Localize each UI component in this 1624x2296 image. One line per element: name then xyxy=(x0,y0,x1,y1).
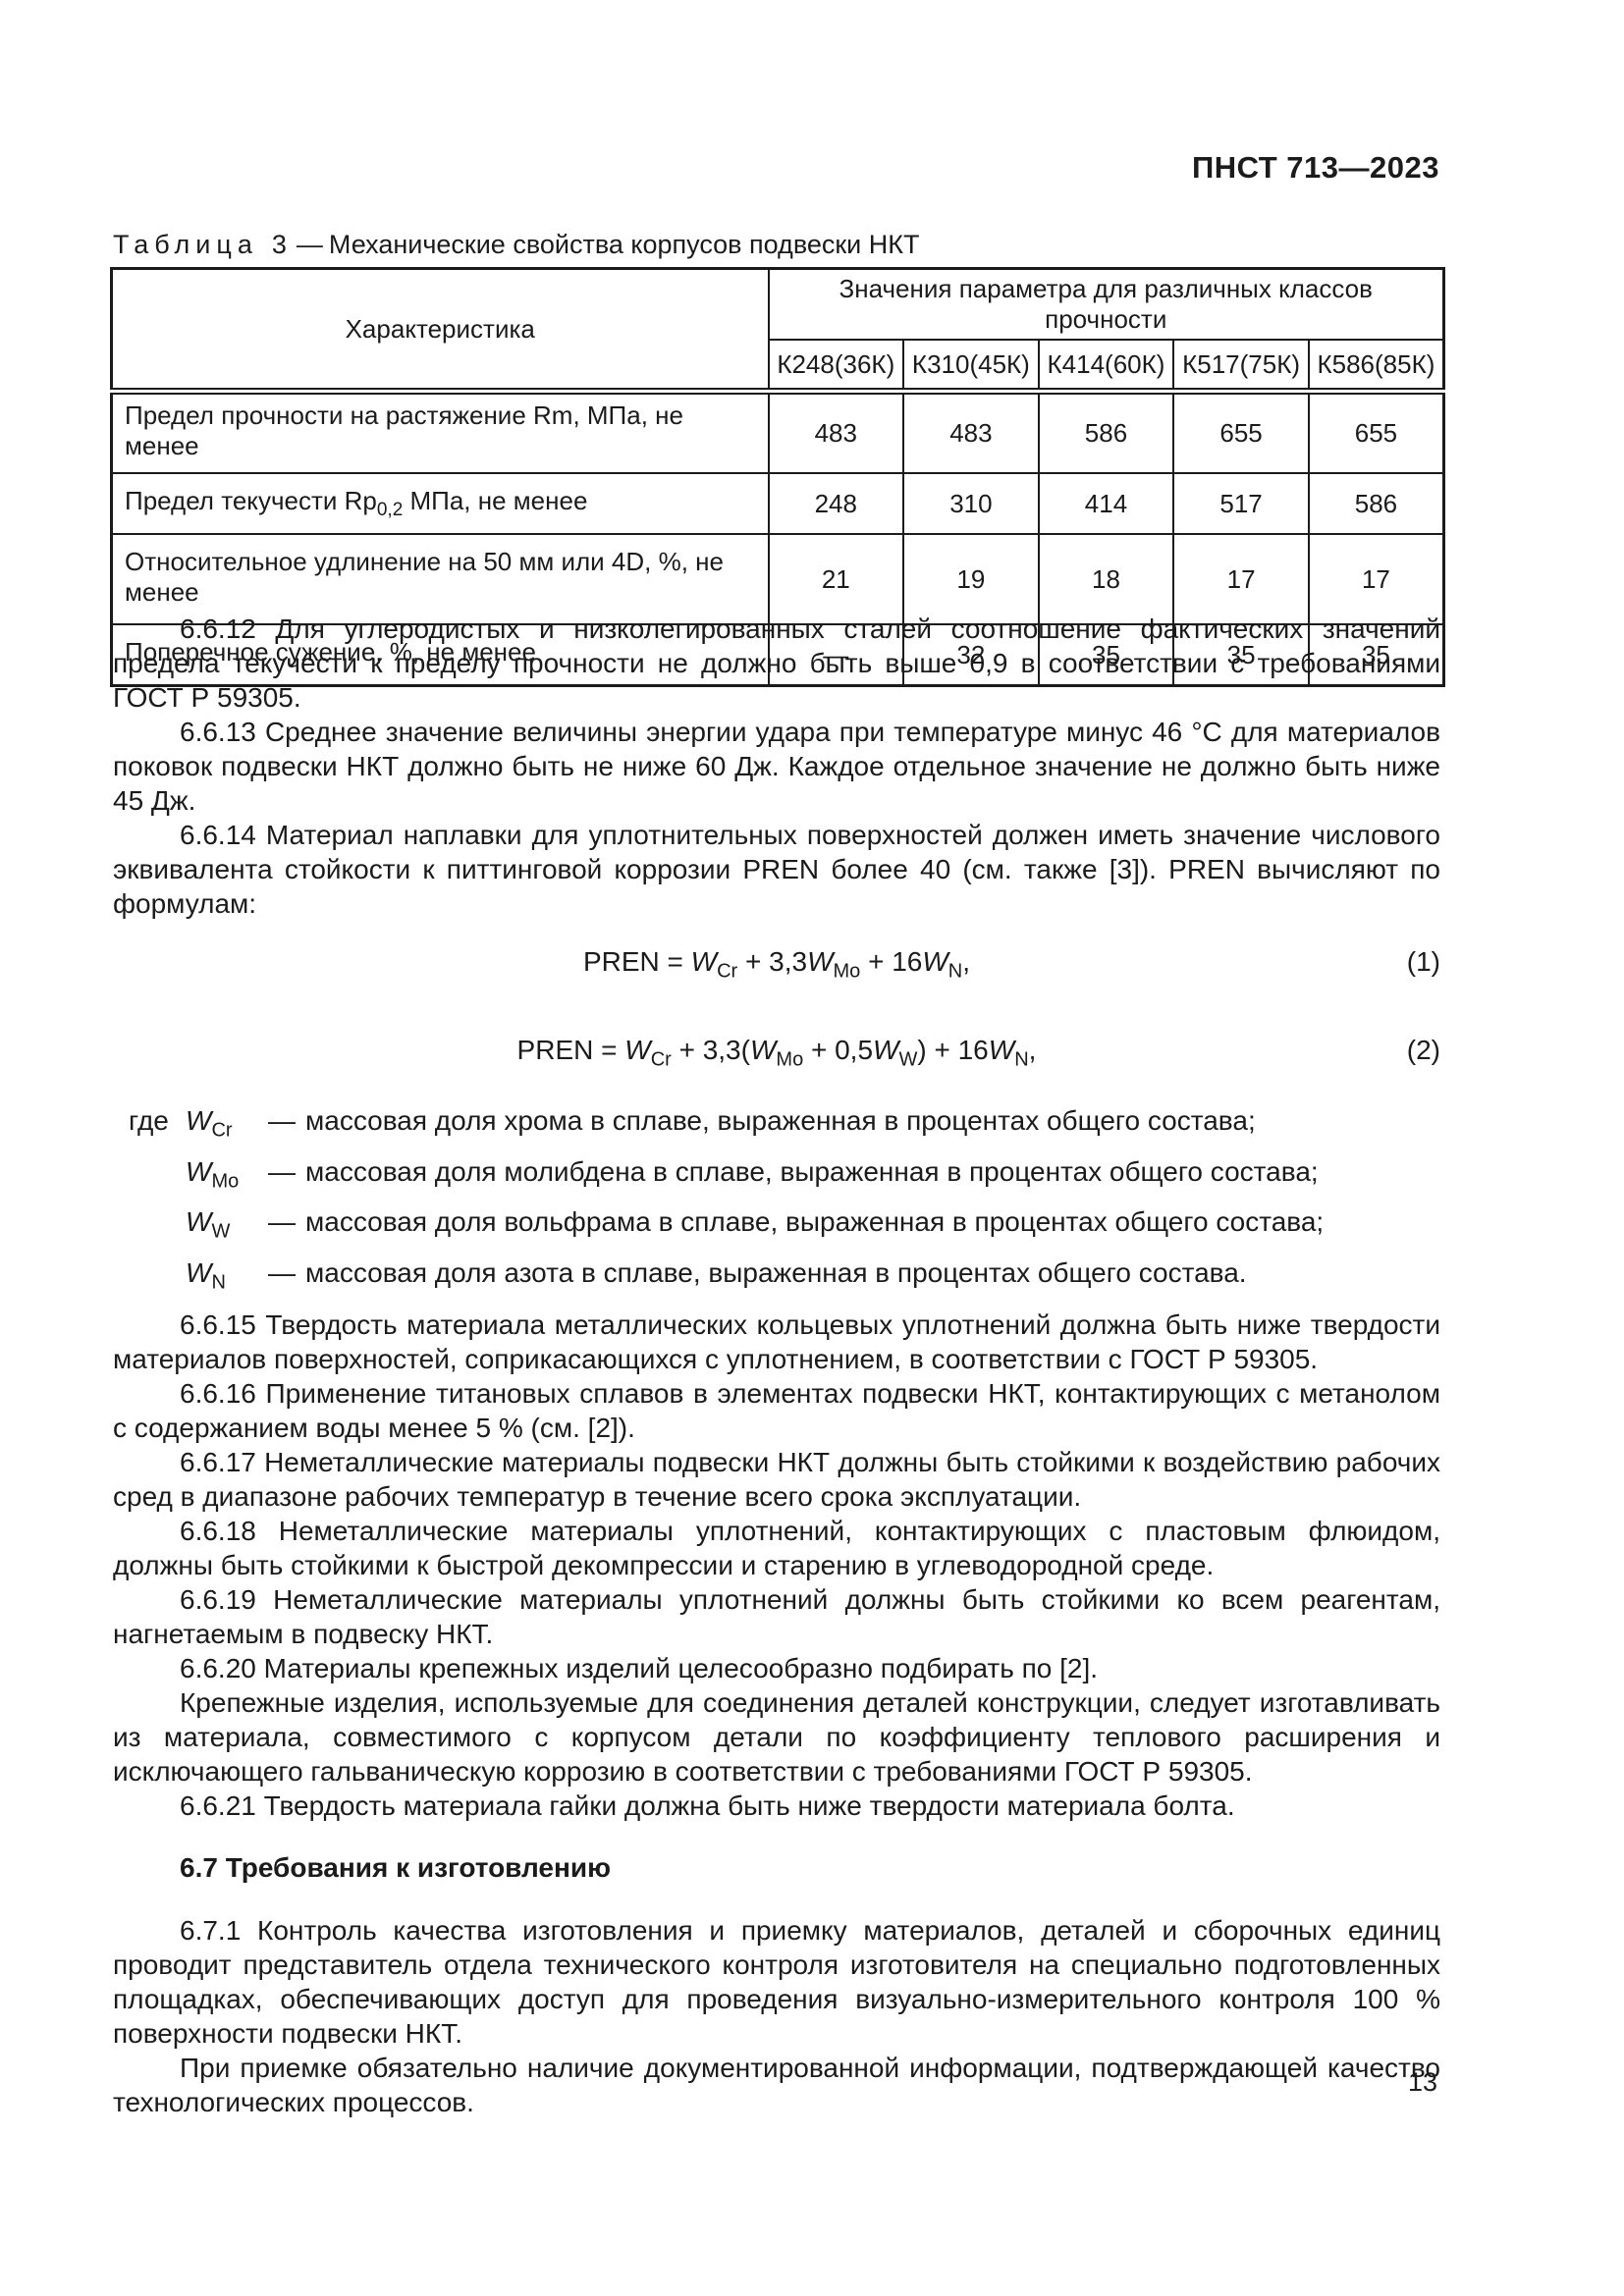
where-lead: где xyxy=(129,1105,169,1137)
body-text: 6.6.12 Для углеродистых и низколегирован… xyxy=(113,612,1440,2119)
table-cell-value: 18 xyxy=(1037,533,1175,626)
paragraph-6-6-21: 6.6.21 Твердость материала гайки должна … xyxy=(180,1789,1235,1821)
table-caption: Таблица 3 — Механические свойства корпусов … xyxy=(113,230,920,260)
table-row: Предел прочности на растяжение Rm, МПа, … xyxy=(110,388,1445,475)
table-cell-value: 586 xyxy=(1037,388,1175,475)
table-cell-value: 655 xyxy=(1172,388,1310,475)
table-row: Предел текучести Rp0,2 МПа, не менее 248… xyxy=(110,472,1445,536)
symbol-definitions-list: где WCr — массовая доля хрома в сплаве, … xyxy=(113,1100,1440,1303)
page-number: 13 xyxy=(1407,2067,1437,2097)
table-cell-value: 517 xyxy=(1172,472,1310,536)
row-label: Поперечное сужение, %, не менее xyxy=(110,623,770,687)
table-cell-value: — xyxy=(767,623,905,687)
table-row: Относительное удлинение на 50 мм или 4D,… xyxy=(110,533,1445,626)
table-cell-value: 586 xyxy=(1307,472,1445,536)
paragraph-6-7-1: 6.7.1 Контроль качества изготовления и п… xyxy=(113,1914,1440,2049)
table-cell-value: 21 xyxy=(767,533,905,626)
paragraph-6-6-14: 6.6.14 Материал наплавки для уплотнитель… xyxy=(113,820,1440,919)
table-cell-value: 310 xyxy=(902,472,1040,536)
column-header-class: К248(36К) xyxy=(767,339,905,393)
dash: — xyxy=(268,1256,296,1288)
row-label: Предел текучести Rp0,2 МПа, не менее xyxy=(110,472,770,536)
definition-text: массовая доля вольфрама в сплаве, выраже… xyxy=(305,1206,1325,1238)
definition-item: где WCr — массовая доля хрома в сплаве, … xyxy=(113,1100,1440,1151)
table-caption-title: Механические свойства корпусов подвески … xyxy=(328,230,920,259)
table-cell-value: 17 xyxy=(1307,533,1445,626)
formula-number: (1) xyxy=(1406,946,1440,977)
column-header-group: Значения параметра для различных классов… xyxy=(767,267,1445,341)
table-cell-value: 32 xyxy=(902,623,1040,687)
column-header-class: К586(85К) xyxy=(1307,339,1445,393)
paragraph-6-6-16: 6.6.16 Применение титановых сплавов в эл… xyxy=(113,1377,1440,1443)
formula-2: PREN = WCr + 3,3(WMo + 0,5WW) + 16WN, (2… xyxy=(516,1034,1440,1071)
symbol: WW xyxy=(186,1206,231,1243)
table-row: Поперечное сужение, %, не менее — 32 35 … xyxy=(110,623,1445,687)
table-cell-value: 248 xyxy=(767,472,905,536)
table-header-row-classes: К248(36К) К310(45К) К414(60К) К517(75К) … xyxy=(112,339,1445,393)
paragraph-6-6-19: 6.6.19 Неметаллические материалы уплотне… xyxy=(113,1583,1440,1649)
definition-text: массовая доля хрома в сплаве, выраженная… xyxy=(305,1105,1256,1137)
paragraph-6-6-20-cont: Крепежные изделия, используемые для соед… xyxy=(113,1686,1440,1787)
table-caption-dash: — xyxy=(296,230,323,259)
table-cell-value: 655 xyxy=(1307,388,1445,475)
row-label: Относительное удлинение на 50 мм или 4D,… xyxy=(110,533,770,626)
column-header-class: К310(45К) xyxy=(902,339,1040,393)
paragraph-6-6-17: 6.6.17 Неметаллические материалы подвеск… xyxy=(113,1446,1440,1512)
definition-item: WN — массовая доля азота в сплаве, выраж… xyxy=(113,1253,1440,1304)
mechanical-properties-table: Характеристика Значения параметра для ра… xyxy=(110,267,1445,688)
row-label: Предел прочности на растяжение Rm, МПа, … xyxy=(110,388,770,475)
symbol: WN xyxy=(186,1256,226,1294)
table-cell-value: 483 xyxy=(767,388,905,475)
table-cell-value: 35 xyxy=(1172,623,1310,687)
paragraph-6-6-20: 6.6.20 Материалы крепежных изделий целес… xyxy=(180,1652,1099,1683)
definition-item: WMo — массовая доля молибдена в сплаве, … xyxy=(113,1151,1440,1202)
definition-item: WW — массовая доля вольфрама в сплаве, в… xyxy=(113,1201,1440,1253)
column-header-class: К517(75К) xyxy=(1172,339,1310,393)
paragraph-6-6-12: 6.6.12 Для углеродистых и низколегирован… xyxy=(113,614,1440,713)
table-cell-value: 35 xyxy=(1307,623,1445,687)
symbol: WMo xyxy=(186,1155,240,1193)
definition-text: массовая доля молибдена в сплаве, выраже… xyxy=(305,1155,1319,1187)
table-caption-word: Таблица xyxy=(113,230,258,259)
section-heading-6-7: 6.7 Требования к изготовлению xyxy=(180,1851,612,1883)
column-header-class: К414(60К) xyxy=(1037,339,1175,393)
column-header-characteristic: Характеристика xyxy=(110,267,770,393)
paragraph-6-6-15: 6.6.15 Твердость материала металлических… xyxy=(113,1308,1440,1374)
paragraph-6-6-13: 6.6.13 Среднее значение величины энергии… xyxy=(113,717,1440,816)
dash: — xyxy=(268,1105,296,1137)
table-cell-value: 19 xyxy=(902,533,1040,626)
formula-1: PREN = WCr + 3,3WMo + 16WN, (1) xyxy=(582,946,1440,983)
paragraph-6-6-18: 6.6.18 Неметаллические материалы уплотне… xyxy=(113,1515,1440,1580)
table-cell-value: 35 xyxy=(1037,623,1175,687)
table-cell-value: 414 xyxy=(1037,472,1175,536)
dash: — xyxy=(268,1206,296,1238)
symbol: WCr xyxy=(186,1105,233,1142)
document-code: ПНСТ 713—2023 xyxy=(1191,150,1439,185)
table-header-row-group: Характеристика Значения параметра для ра… xyxy=(110,267,1445,393)
table-cell-value: 483 xyxy=(902,388,1040,475)
dash: — xyxy=(268,1155,296,1187)
table-caption-number: 3 xyxy=(271,230,287,259)
definition-text: массовая доля азота в сплаве, выраженная… xyxy=(305,1256,1247,1288)
paragraph-6-7-1-cont: При приемке обязательно наличие документ… xyxy=(113,2052,1440,2117)
formula-number: (2) xyxy=(1406,1034,1440,1065)
table-cell-value: 17 xyxy=(1172,533,1310,626)
